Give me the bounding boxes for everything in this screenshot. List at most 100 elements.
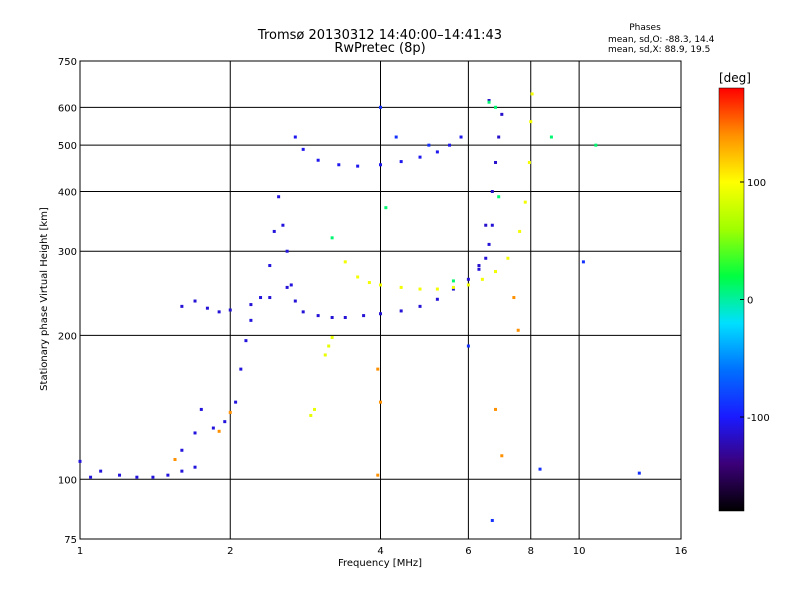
echo-point xyxy=(323,353,327,357)
echo-point xyxy=(500,112,504,116)
echo-point xyxy=(487,242,491,246)
y-tick-label: 75 xyxy=(64,535,77,546)
echo-point xyxy=(293,135,297,139)
echo-point xyxy=(518,229,522,233)
echo-point xyxy=(394,135,398,139)
echo-point xyxy=(193,299,197,303)
echo-point xyxy=(494,160,498,164)
echo-point xyxy=(376,473,380,477)
x-tick-label: 2 xyxy=(227,546,233,557)
echo-point xyxy=(487,100,491,104)
echo-point xyxy=(497,195,501,199)
echo-point xyxy=(193,465,197,469)
echo-point xyxy=(327,344,331,348)
echo-point xyxy=(330,315,334,319)
echo-point xyxy=(418,304,422,308)
echo-point xyxy=(516,328,520,332)
chart-title: Tromsø 20130312 14:40:00–14:41:43 xyxy=(257,28,502,43)
echo-point xyxy=(228,410,232,414)
phase-stats-o: mean, sd,O: -88.3, 14.4 xyxy=(608,35,715,45)
echo-point xyxy=(490,189,494,193)
echo-point xyxy=(379,105,382,109)
echo-point xyxy=(435,287,439,291)
echo-point xyxy=(427,143,431,147)
echo-point xyxy=(343,260,347,264)
echo-point xyxy=(89,475,93,479)
echo-point xyxy=(312,407,316,411)
echo-point xyxy=(217,310,221,314)
y-tick-label: 400 xyxy=(58,187,77,198)
echo-point xyxy=(78,459,82,463)
echo-point xyxy=(223,420,227,424)
echo-point xyxy=(234,400,238,404)
echo-point xyxy=(316,314,320,318)
x-axis-label: Frequency [MHz] xyxy=(338,558,422,569)
axis-ticks: 1 2 4 6 8 10 16 75 100 200 300 400 500 600 750 xyxy=(58,57,687,557)
colorbar-tick-label: 0 xyxy=(747,296,753,307)
echo-point xyxy=(228,308,232,312)
echo-point xyxy=(205,306,209,310)
echo-point xyxy=(477,264,481,268)
echo-point xyxy=(523,200,527,204)
echo-point xyxy=(484,256,488,260)
echo-point xyxy=(337,163,341,167)
echo-point xyxy=(281,223,285,227)
echo-point xyxy=(272,229,276,233)
echo-point xyxy=(530,92,534,96)
phase-stats-x: mean, sd,X: 88.9, 19.5 xyxy=(608,45,710,55)
echo-point xyxy=(193,431,197,435)
echo-point xyxy=(538,467,542,471)
phase-stats-heading: Phases xyxy=(629,23,661,33)
colorbar-label: [deg] xyxy=(719,71,751,85)
echo-point xyxy=(466,344,470,348)
echo-point xyxy=(435,297,439,301)
echo-point xyxy=(379,400,382,404)
x-tick-label: 8 xyxy=(528,546,534,557)
echo-point xyxy=(459,135,463,139)
echo-point xyxy=(285,249,289,253)
echo-point xyxy=(330,236,334,240)
x-tick-label: 16 xyxy=(675,546,688,557)
x-tick-label: 10 xyxy=(573,546,586,557)
y-tick-label: 500 xyxy=(58,141,77,152)
echo-point xyxy=(494,105,498,109)
echo-point xyxy=(249,318,253,322)
echo-point xyxy=(490,223,494,227)
chart-subtitle: RwPretec (8p) xyxy=(334,41,425,56)
echo-point xyxy=(180,448,184,452)
echo-point xyxy=(549,135,553,139)
echo-point xyxy=(506,256,510,260)
echo-point xyxy=(637,471,641,475)
echo-point xyxy=(487,99,491,103)
y-tick-label: 300 xyxy=(58,247,77,258)
echo-point xyxy=(379,283,382,287)
echo-point xyxy=(399,285,403,289)
echo-point xyxy=(500,454,504,458)
echo-point xyxy=(451,285,455,289)
echo-point xyxy=(173,457,177,461)
echo-point xyxy=(343,315,347,319)
echo-point xyxy=(135,475,139,479)
echo-point xyxy=(484,223,488,227)
echo-point xyxy=(316,158,320,162)
echo-point xyxy=(466,283,470,287)
echo-point xyxy=(418,155,422,159)
echo-point xyxy=(301,310,305,314)
echo-point xyxy=(448,143,452,147)
echo-point xyxy=(180,304,184,308)
echo-point xyxy=(244,339,248,343)
echo-point xyxy=(259,296,263,300)
colorbar-ticks: 100 0 -100 xyxy=(740,178,770,424)
colorbar xyxy=(718,87,745,512)
echo-point xyxy=(367,281,371,285)
echo-point xyxy=(211,426,215,430)
echo-point xyxy=(466,277,470,281)
echo-point xyxy=(99,469,103,473)
echo-point xyxy=(399,160,403,164)
echo-point xyxy=(494,270,498,274)
echo-point xyxy=(330,335,334,339)
echo-point xyxy=(268,264,272,268)
echo-point xyxy=(418,287,422,291)
echo-point xyxy=(217,429,221,433)
